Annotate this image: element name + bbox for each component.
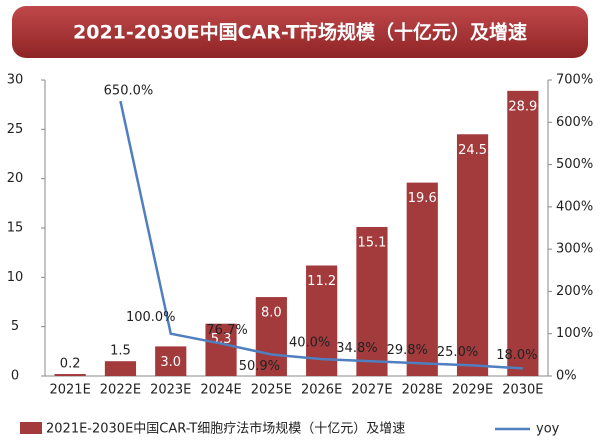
y-tick-label: 25 bbox=[7, 122, 24, 137]
chart-title: 2021-2030E中国CAR-T市场规模（十亿元）及增速 bbox=[73, 21, 527, 44]
bar-value-label: 28.9 bbox=[508, 99, 537, 114]
yoy-value-label: 50.9% bbox=[239, 359, 280, 374]
legend-swatch bbox=[20, 422, 42, 434]
y-tick-label: 15 bbox=[7, 221, 24, 236]
y-tick-label: 5 bbox=[11, 319, 19, 334]
bar bbox=[356, 227, 388, 376]
bar bbox=[456, 134, 489, 376]
y2-tick-label: 700% bbox=[556, 73, 593, 88]
x-tick-label: 2027E bbox=[351, 383, 392, 398]
y-tick-label: 30 bbox=[7, 73, 24, 88]
yoy-value-label: 25.0% bbox=[437, 345, 478, 360]
legend-label: 2021E-2030E中国CAR-T细胞疗法市场规模（十亿元）及增速 bbox=[46, 421, 405, 437]
y2-tick-label: 500% bbox=[556, 157, 593, 172]
bar bbox=[507, 90, 539, 376]
x-tick-label: 2024E bbox=[200, 383, 241, 398]
y2-tick-label: 200% bbox=[556, 284, 593, 299]
x-tick-label: 2029E bbox=[452, 383, 493, 398]
yoy-value-label: 18.0% bbox=[496, 348, 537, 363]
x-tick-label: 2025E bbox=[251, 383, 292, 398]
bar-value-label: 24.5 bbox=[458, 143, 487, 158]
y2-tick-label: 100% bbox=[556, 326, 593, 341]
legend-label: yoy bbox=[536, 422, 560, 437]
y-tick-label: 0 bbox=[11, 369, 19, 384]
bar bbox=[155, 346, 187, 376]
x-tick-label: 2022E bbox=[100, 383, 141, 398]
x-tick-label: 2028E bbox=[402, 383, 443, 398]
bar-value-label: 3.0 bbox=[160, 355, 181, 370]
y2-tick-label: 400% bbox=[556, 199, 593, 214]
bar-value-label: 8.0 bbox=[261, 306, 282, 321]
x-tick-label: 2026E bbox=[301, 383, 342, 398]
bar bbox=[255, 297, 287, 376]
yoy-line bbox=[119, 100, 523, 370]
y2-tick-label: 600% bbox=[556, 115, 593, 130]
bar bbox=[406, 182, 438, 376]
y2-tick-label: 0% bbox=[556, 369, 577, 384]
yoy-value-label: 29.8% bbox=[387, 343, 428, 358]
yoy-value-label: 650.0% bbox=[104, 84, 154, 99]
title-banner bbox=[12, 6, 588, 58]
bar-value-label: 11.2 bbox=[307, 274, 336, 289]
x-tick-label: 2030E bbox=[502, 383, 543, 398]
bar-value-label: 0.2 bbox=[60, 357, 81, 372]
bar-value-label: 15.1 bbox=[357, 236, 386, 251]
yoy-value-label: 40.0% bbox=[289, 336, 330, 351]
bar-value-label: 19.6 bbox=[408, 191, 437, 206]
yoy-value-label: 100.0% bbox=[126, 310, 176, 325]
y-tick-label: 10 bbox=[7, 270, 24, 285]
bar bbox=[54, 374, 86, 376]
bar-value-label: 1.5 bbox=[110, 344, 131, 359]
x-tick-label: 2021E bbox=[49, 383, 90, 398]
x-tick-label: 2023E bbox=[150, 383, 191, 398]
yoy-value-label: 76.7% bbox=[206, 323, 247, 338]
yoy-value-label: 34.8% bbox=[336, 341, 377, 356]
y2-tick-label: 300% bbox=[556, 242, 593, 257]
y-tick-label: 20 bbox=[7, 171, 24, 186]
bar bbox=[104, 361, 137, 376]
bar bbox=[205, 323, 237, 376]
